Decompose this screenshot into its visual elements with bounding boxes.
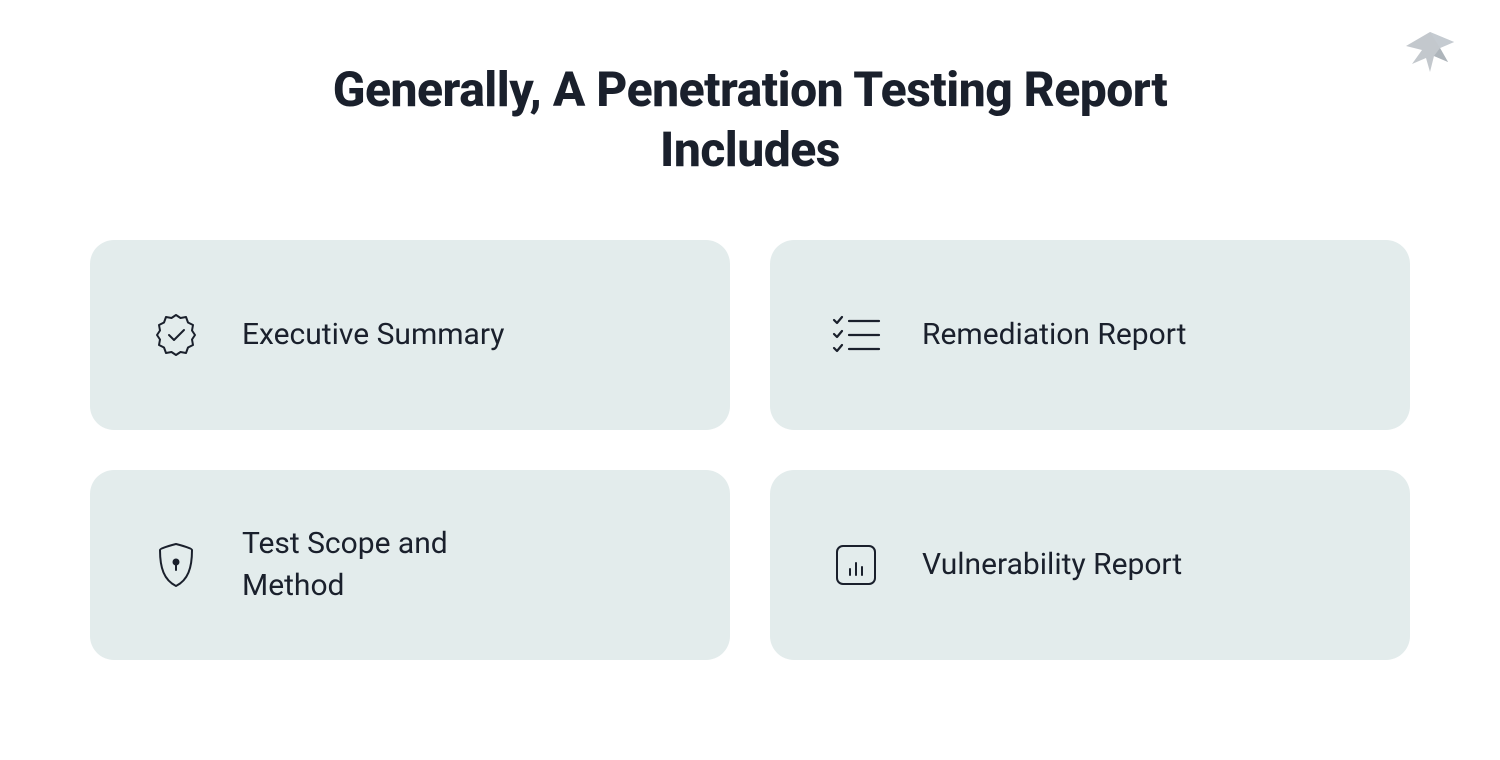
page-title: Generally, A Penetration Testing Report … [300, 60, 1200, 180]
verified-badge-icon [150, 309, 202, 361]
infographic-container: Generally, A Penetration Testing Report … [0, 0, 1500, 760]
chart-box-icon [830, 539, 882, 591]
bird-logo [1396, 28, 1464, 90]
card-remediation-report: Remediation Report [770, 240, 1410, 430]
card-label: Executive Summary [242, 314, 505, 356]
card-label: Test Scope and Method [242, 523, 542, 607]
card-label: Remediation Report [922, 314, 1186, 356]
card-vulnerability-report: Vulnerability Report [770, 470, 1410, 660]
card-executive-summary: Executive Summary [90, 240, 730, 430]
card-test-scope: Test Scope and Method [90, 470, 730, 660]
shield-lock-icon [150, 539, 202, 591]
card-grid: Executive Summary Remediation Report [90, 240, 1410, 660]
checklist-icon [830, 309, 882, 361]
card-label: Vulnerability Report [922, 544, 1182, 586]
